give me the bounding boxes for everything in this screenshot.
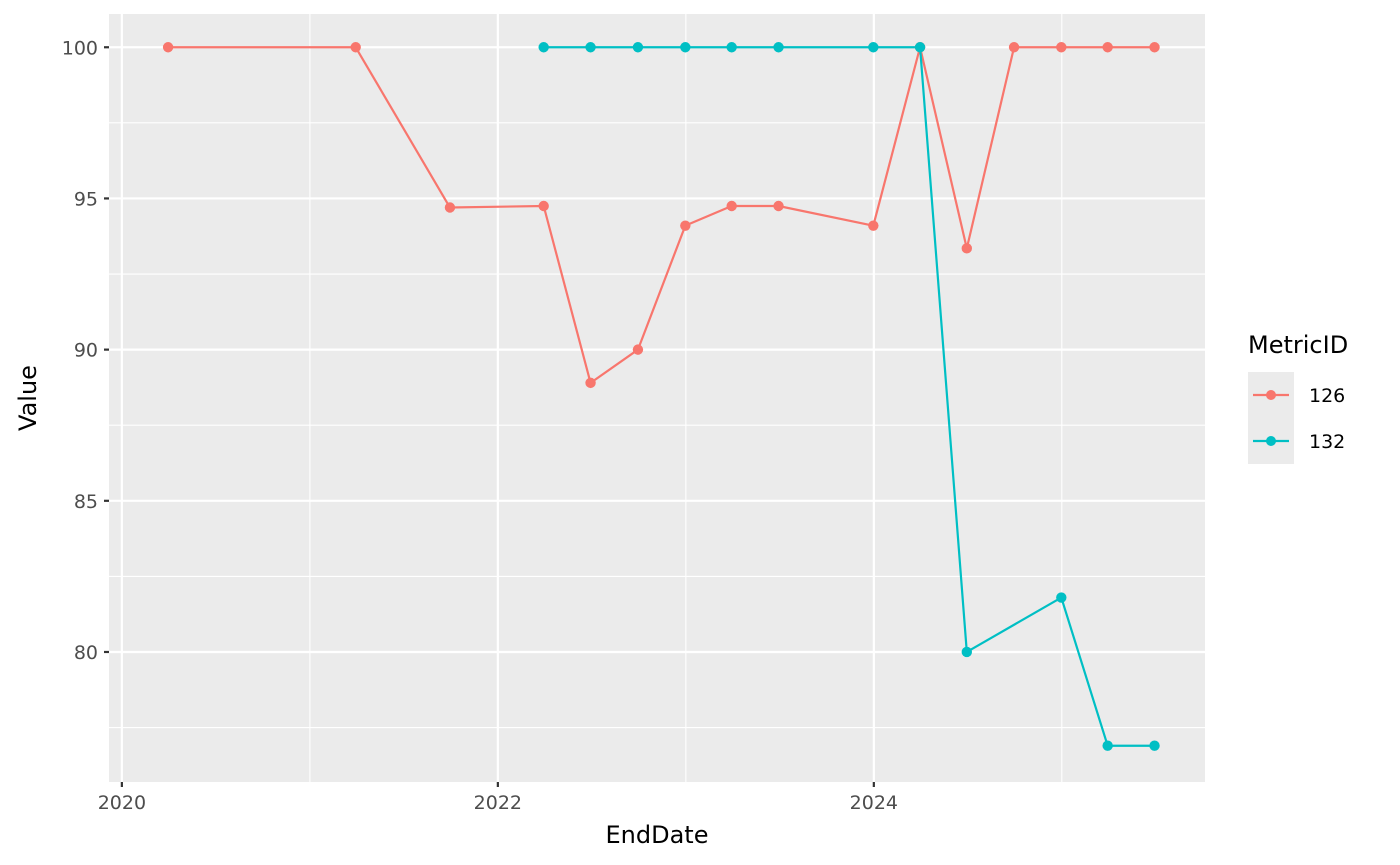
data-point-126: [1102, 42, 1113, 53]
y-axis: 80 85 90 95 100: [62, 37, 109, 664]
data-point-132: [726, 42, 737, 53]
y-tick-label: 90: [74, 340, 98, 362]
data-point-126: [585, 377, 596, 389]
y-tick-label: 100: [62, 37, 98, 59]
minor-gridlines: [109, 14, 1205, 782]
legend-label-126: 126: [1309, 385, 1345, 407]
data-point-132: [680, 42, 691, 53]
data-point-132: [538, 42, 549, 53]
data-point-132: [1149, 740, 1160, 751]
y-tick-label: 95: [74, 188, 98, 210]
y-axis-title: Value: [14, 365, 42, 431]
data-point-126: [350, 42, 361, 53]
x-axis: 2020 2022 2024: [98, 782, 898, 814]
data-point-132: [961, 646, 972, 658]
data-point-132: [914, 42, 926, 53]
data-point-126: [680, 220, 691, 231]
data-point-126: [1056, 42, 1067, 53]
legend-title: MetricID: [1248, 331, 1348, 359]
x-tick-label: 2024: [850, 792, 898, 814]
x-tick-label: 2020: [98, 792, 146, 814]
y-tick-label: 85: [74, 491, 98, 513]
plot-panel: [109, 14, 1205, 782]
data-point-126: [773, 200, 784, 212]
data-point-126: [868, 220, 879, 231]
data-point-132: [773, 42, 784, 53]
data-point-126: [444, 202, 456, 213]
y-tick-label: 80: [74, 642, 98, 664]
data-point-132: [1102, 740, 1113, 751]
data-point-126: [1008, 42, 1020, 53]
data-point-132: [1056, 592, 1067, 603]
data-point-126: [538, 200, 549, 212]
legend-key-point-126: [1266, 390, 1276, 400]
data-point-126: [961, 243, 972, 254]
x-axis-title: EndDate: [606, 821, 709, 849]
data-point-126: [162, 42, 174, 53]
legend: MetricID 126 132: [1248, 331, 1348, 464]
series-lines: [168, 46, 1155, 747]
series-points: [162, 42, 1160, 751]
data-point-126: [726, 200, 737, 212]
data-point-126: [1149, 42, 1160, 53]
data-point-132: [632, 42, 644, 53]
legend-label-132: 132: [1309, 431, 1345, 453]
x-tick-label: 2022: [474, 792, 522, 814]
data-point-132: [585, 42, 596, 53]
data-point-132: [868, 42, 879, 53]
series-line-126: [168, 46, 1155, 384]
legend-key-point-132: [1266, 436, 1276, 446]
series-line-132: [543, 46, 1155, 747]
data-point-126: [632, 344, 644, 355]
